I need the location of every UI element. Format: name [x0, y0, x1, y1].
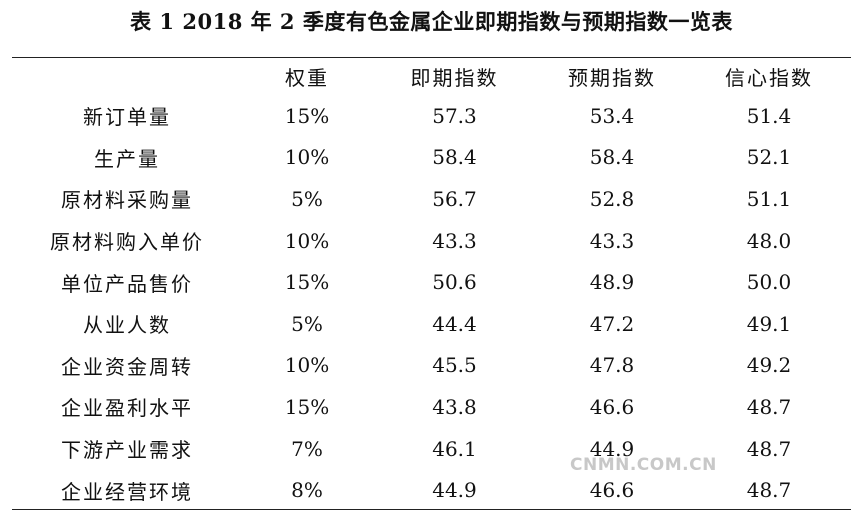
table-bottom-rule	[12, 509, 851, 510]
row-confidence: 49.1	[746, 311, 792, 336]
table-row: 原材料购入单价 10% 43.3 43.3 48.0	[12, 220, 851, 262]
row-name: 企业经营环境	[61, 479, 193, 504]
header-current-index: 即期指数	[410, 66, 499, 90]
row-current: 58.4	[432, 145, 477, 170]
row-expected: 53.4	[589, 103, 635, 128]
row-name: 原材料购入单价	[50, 230, 204, 255]
row-confidence: 51.1	[746, 186, 792, 211]
row-confidence: 48.0	[746, 228, 792, 253]
row-current: 46.1	[432, 436, 477, 461]
row-name: 下游产业需求	[61, 438, 193, 463]
row-expected: 58.4	[589, 145, 635, 170]
row-current: 44.9	[432, 478, 477, 503]
row-current: 43.3	[432, 228, 477, 253]
table-row: 原材料采购量 5% 56.7 52.8 51.1	[12, 178, 851, 220]
site-watermark: CNMN.COM.CN	[570, 455, 717, 475]
header-weight: 权重	[285, 66, 329, 90]
row-weight: 5%	[291, 311, 323, 336]
row-current: 43.8	[432, 394, 477, 419]
table-row: 生产量 10% 58.4 58.4 52.1	[12, 137, 851, 179]
table-row: 从业人数 5% 44.4 47.2 49.1	[12, 303, 851, 345]
row-confidence: 48.7	[746, 394, 792, 419]
row-expected: 52.8	[589, 186, 635, 211]
row-name: 企业资金周转	[61, 354, 193, 379]
row-name: 单位产品售价	[61, 271, 193, 296]
table-row: 企业盈利水平 15% 43.8 46.6 48.7	[12, 386, 851, 428]
row-confidence: 50.0	[746, 270, 792, 295]
header-confidence-index: 信心指数	[725, 66, 813, 90]
table-row: 企业经营环境 8% 44.9 46.6 48.7	[12, 469, 851, 511]
row-confidence: 51.4	[746, 103, 792, 128]
row-name: 原材料采购量	[61, 188, 193, 213]
header-expected-index: 预期指数	[568, 66, 656, 90]
row-weight: 8%	[291, 478, 323, 503]
row-weight: 10%	[284, 228, 330, 253]
row-current: 56.7	[432, 186, 477, 211]
row-current: 50.6	[432, 270, 477, 295]
row-expected: 47.2	[589, 311, 635, 336]
row-weight: 7%	[291, 436, 323, 461]
row-weight: 5%	[291, 186, 323, 211]
header-row: 权重 即期指数 预期指数 信心指数	[12, 58, 851, 95]
row-weight: 15%	[284, 270, 330, 295]
row-expected: 48.9	[589, 270, 635, 295]
row-name: 新订单量	[83, 105, 171, 130]
table-row: 企业资金周转 10% 45.5 47.8 49.2	[12, 345, 851, 387]
row-confidence: 48.7	[746, 436, 792, 461]
row-name: 生产量	[94, 146, 160, 171]
row-confidence: 48.7	[746, 478, 792, 503]
row-weight: 15%	[284, 103, 330, 128]
row-weight: 15%	[284, 394, 330, 419]
row-current: 45.5	[432, 353, 477, 378]
header-item	[12, 58, 242, 95]
row-weight: 10%	[284, 353, 330, 378]
table-title: 表 1 2018 年 2 季度有色金属企业即期指数与预期指数一览表	[130, 9, 733, 34]
row-current: 57.3	[432, 103, 477, 128]
table-top-rule	[12, 57, 851, 58]
row-name: 企业盈利水平	[61, 396, 193, 421]
table-row: 下游产业需求 7% 46.1 44.9 48.7	[12, 428, 851, 470]
row-expected: 47.8	[589, 353, 635, 378]
row-expected: 43.3	[589, 228, 635, 253]
row-current: 44.4	[432, 311, 477, 336]
index-table: 权重 即期指数 预期指数 信心指数 新订单量 15% 57.3 53.4 51.…	[12, 58, 851, 511]
row-expected: 46.6	[589, 394, 635, 419]
row-confidence: 52.1	[746, 145, 792, 170]
table-row: 新订单量 15% 57.3 53.4 51.4	[12, 95, 851, 137]
row-expected: 44.9	[589, 436, 635, 461]
row-name: 从业人数	[83, 313, 171, 338]
row-confidence: 49.2	[746, 353, 792, 378]
row-expected: 46.6	[589, 478, 635, 503]
table-row: 单位产品售价 15% 50.6 48.9 50.0	[12, 261, 851, 303]
row-weight: 10%	[284, 145, 330, 170]
